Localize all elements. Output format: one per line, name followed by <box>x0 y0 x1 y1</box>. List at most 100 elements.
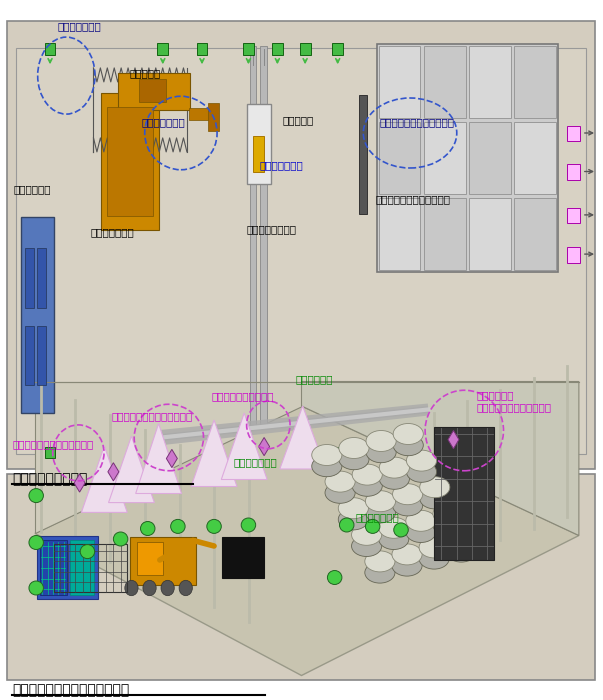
Polygon shape <box>109 436 154 503</box>
Ellipse shape <box>406 461 437 482</box>
Ellipse shape <box>365 551 395 572</box>
Polygon shape <box>166 449 177 468</box>
Bar <box>469 46 511 118</box>
Ellipse shape <box>338 509 368 530</box>
Bar <box>197 43 207 55</box>
Bar <box>567 208 580 223</box>
Ellipse shape <box>446 530 476 551</box>
Bar <box>514 46 556 118</box>
Bar <box>359 94 367 214</box>
Polygon shape <box>136 424 182 494</box>
Bar <box>107 107 153 216</box>
Ellipse shape <box>365 562 395 583</box>
Polygon shape <box>74 474 85 492</box>
Bar <box>101 93 159 230</box>
Bar <box>250 46 256 427</box>
Ellipse shape <box>325 482 355 503</box>
Bar <box>70 540 94 595</box>
Ellipse shape <box>113 532 128 546</box>
Text: 坑内換気：給気: 坑内換気：給気 <box>234 457 278 467</box>
Ellipse shape <box>352 475 382 496</box>
Bar <box>567 126 580 141</box>
Bar <box>25 248 34 308</box>
Text: 主な設備と換気対象: 主な設備と換気対象 <box>12 472 87 486</box>
Bar <box>377 44 558 272</box>
Ellipse shape <box>419 537 449 558</box>
Ellipse shape <box>29 581 43 595</box>
Bar <box>424 122 466 194</box>
Ellipse shape <box>406 522 436 542</box>
Bar <box>514 198 556 270</box>
Bar <box>54 544 127 592</box>
Ellipse shape <box>325 471 355 492</box>
Ellipse shape <box>241 518 256 532</box>
Ellipse shape <box>393 424 423 444</box>
Ellipse shape <box>392 544 422 565</box>
Text: 天井走行クレーン: 天井走行クレーン <box>246 225 296 235</box>
Bar <box>16 48 586 454</box>
Bar <box>327 447 338 458</box>
Bar <box>25 326 34 385</box>
Bar <box>37 248 46 308</box>
Bar <box>567 247 580 262</box>
Polygon shape <box>259 438 270 456</box>
Text: 掘削土搬出作業: 掘削土搬出作業 <box>142 117 186 127</box>
Circle shape <box>143 580 156 596</box>
Bar <box>189 108 212 120</box>
Circle shape <box>179 580 192 596</box>
Ellipse shape <box>339 518 354 532</box>
Ellipse shape <box>433 503 463 524</box>
Ellipse shape <box>339 449 369 470</box>
Ellipse shape <box>393 495 423 516</box>
Bar <box>247 104 271 184</box>
Bar <box>7 474 595 680</box>
Ellipse shape <box>393 484 423 505</box>
Ellipse shape <box>420 477 450 498</box>
Ellipse shape <box>379 528 409 550</box>
Polygon shape <box>35 382 302 533</box>
Bar <box>253 136 264 172</box>
Bar <box>21 217 54 413</box>
Text: 給気ダクト・排気ファン配置図: 給気ダクト・排気ファン配置図 <box>12 683 129 697</box>
Ellipse shape <box>433 514 463 536</box>
Bar <box>332 43 343 55</box>
Bar <box>37 326 46 385</box>
Ellipse shape <box>366 442 396 463</box>
Bar <box>260 46 267 427</box>
Ellipse shape <box>392 555 422 576</box>
Text: セグメントストックヤード: セグメントストックヤード <box>376 195 450 204</box>
Text: 坑内換気：排気: 坑内換気：排気 <box>259 160 303 170</box>
Ellipse shape <box>352 464 382 485</box>
Bar <box>300 43 311 55</box>
Text: 裏込注入設備: 裏込注入設備 <box>13 184 51 194</box>
Ellipse shape <box>327 570 342 584</box>
Polygon shape <box>221 413 267 480</box>
Ellipse shape <box>339 438 369 458</box>
Text: 立坑開口部: 立坑開口部 <box>282 116 314 125</box>
Bar <box>300 447 311 458</box>
Text: 坑内換気：給気: 坑内換気：給気 <box>356 512 400 522</box>
Ellipse shape <box>29 536 43 550</box>
Polygon shape <box>280 406 326 469</box>
Ellipse shape <box>366 430 396 452</box>
Ellipse shape <box>406 510 436 531</box>
Bar <box>434 427 494 560</box>
Polygon shape <box>448 430 459 449</box>
Ellipse shape <box>365 491 396 512</box>
Text: セグメントシール貼付作業: セグメントシール貼付作業 <box>476 402 551 412</box>
Bar <box>243 43 254 55</box>
Bar <box>514 122 556 194</box>
Bar <box>272 43 283 55</box>
Ellipse shape <box>420 488 450 509</box>
Bar <box>567 164 580 180</box>
Polygon shape <box>108 463 119 481</box>
Ellipse shape <box>80 545 95 559</box>
Text: 排気ファン：裏込添加材作業: 排気ファン：裏込添加材作業 <box>12 439 93 449</box>
Text: 裏込添加材作業: 裏込添加材作業 <box>57 22 101 32</box>
Ellipse shape <box>419 548 449 569</box>
Ellipse shape <box>379 468 409 489</box>
Bar <box>379 46 420 118</box>
Ellipse shape <box>365 502 396 523</box>
Bar <box>137 542 163 575</box>
Ellipse shape <box>29 489 43 503</box>
